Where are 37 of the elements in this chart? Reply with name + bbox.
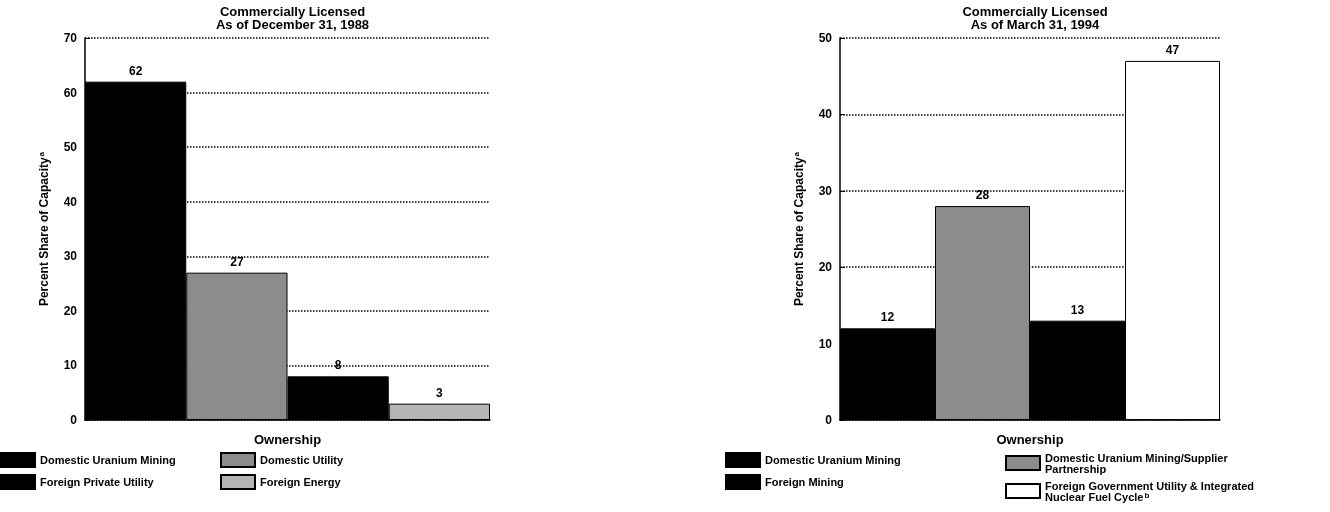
- y-tick-label: 50: [63, 140, 78, 155]
- y-tick-label: 70: [63, 31, 78, 45]
- y-tick-label: 10: [63, 358, 78, 373]
- y-axis-title: Percent Share of Capacitya: [36, 151, 51, 307]
- data-label: 13: [1070, 302, 1085, 317]
- legend-label: Domestic Uranium Mining: [765, 454, 901, 466]
- chart-title: Commercially Licensed: [962, 4, 1108, 19]
- legend-label: Foreign Private Utility: [40, 476, 155, 488]
- y-axis-title: Percent Share of Capacitya: [791, 151, 806, 307]
- legend-label: Domestic Uranium Mining/Supplier Partnership: [1045, 451, 1231, 475]
- x-axis-title: Ownership: [996, 431, 1064, 447]
- data-label: 47: [1165, 42, 1180, 57]
- chart-subtitle: As of March 31, 1994: [970, 17, 1101, 32]
- data-label: 3: [436, 385, 444, 400]
- y-tick-label: 40: [818, 107, 833, 122]
- y-tick-label: 30: [818, 183, 833, 198]
- legend-label: Domestic Utility: [260, 454, 345, 466]
- y-tick-label: 0: [70, 413, 78, 427]
- y-tick-label: 30: [63, 249, 78, 264]
- y-tick-label: 50: [818, 31, 833, 45]
- y-tick-label: 20: [63, 303, 78, 318]
- x-axis-title: Ownership: [253, 431, 322, 447]
- chart-subtitle: As of December 31, 1988: [215, 17, 370, 32]
- data-label: 62: [128, 63, 143, 78]
- y-tick-label: 40: [63, 194, 78, 209]
- data-label: 8: [334, 358, 342, 373]
- y-tick-label: 10: [818, 336, 833, 351]
- data-label: 28: [975, 188, 990, 203]
- data-label: 12: [880, 310, 895, 325]
- chart-title: Commercially Licensed: [219, 4, 366, 19]
- legend-label: Domestic Uranium Mining: [40, 454, 176, 466]
- y-tick-label: 20: [818, 260, 833, 275]
- data-label: 27: [230, 254, 244, 269]
- y-tick-label: 60: [63, 85, 78, 100]
- legend-label: Foreign Energy: [260, 476, 342, 488]
- legend-label: Foreign Mining: [765, 476, 844, 488]
- y-tick-label: 0: [825, 413, 833, 427]
